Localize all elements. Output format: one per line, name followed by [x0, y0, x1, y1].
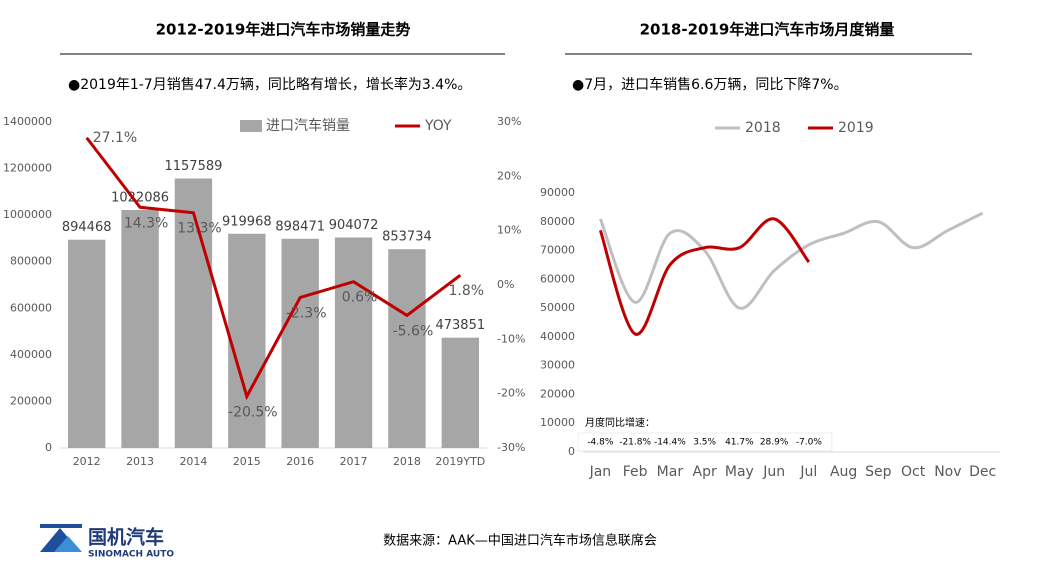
x-tick-label: Apr [693, 464, 717, 480]
bar [228, 233, 266, 448]
growth-box [577, 432, 833, 452]
x-tick-label: 2016 [286, 455, 314, 468]
point-label: 1.8% [449, 283, 485, 299]
y2-tick-label: 0% [497, 278, 514, 291]
bar [68, 239, 106, 448]
y-tick-label: 20000 [540, 387, 575, 400]
y-tick-label: 10000 [540, 416, 575, 429]
point-label: 14.3% [124, 215, 168, 231]
bar [281, 238, 319, 448]
y-tick-label: 1200000 [3, 162, 52, 175]
x-tick-label: 2012 [73, 455, 101, 468]
bar-label: 919968 [222, 214, 272, 229]
bar-label: 473851 [435, 318, 485, 333]
bar [334, 237, 373, 448]
chart-subtitle: ●7月，进口车销售6.6万辆，同比下降7%。 [572, 76, 848, 93]
bar [441, 337, 479, 448]
y2-tick-label: -20% [497, 387, 525, 400]
y-tick-label: 50000 [540, 301, 575, 314]
y2-tick-label: -30% [497, 441, 525, 454]
y-tick-label: 90000 [540, 186, 575, 199]
point-label: 27.1% [93, 130, 137, 146]
x-tick-label: 2015 [233, 455, 261, 468]
x-tick-label: Dec [969, 464, 996, 480]
x-tick-label: May [725, 464, 754, 480]
bar-label: 898471 [275, 219, 325, 234]
y-tick-label: 60000 [540, 272, 575, 285]
growth-value: -7.0% [796, 438, 823, 448]
legend-label: 2018 [745, 120, 781, 136]
growth-value: 3.5% [693, 438, 716, 448]
line [85, 136, 462, 401]
growth-value: -4.8% [587, 438, 614, 448]
legend-swatch [240, 120, 262, 132]
logo-text: 国机汽车 [88, 526, 164, 549]
bar [388, 249, 426, 448]
y-tick-label: 1400000 [3, 115, 52, 128]
logo-en: SINOMACH AUTO [88, 550, 174, 560]
y-tick-label: 800000 [10, 255, 52, 268]
point-label: 13.3% [177, 221, 221, 237]
growth-value: 28.9% [760, 438, 789, 448]
line [598, 217, 811, 336]
y2-tick-label: -10% [497, 332, 525, 345]
x-tick-label: 2019YTD [435, 455, 485, 468]
legend-label: 2019 [838, 120, 874, 136]
bar [121, 209, 159, 448]
x-tick-label: 2013 [126, 455, 154, 468]
growth-value: 41.7% [725, 438, 754, 448]
bar [174, 178, 213, 448]
x-tick-label: Aug [830, 464, 857, 480]
growth-value: -14.4% [654, 438, 686, 448]
x-tick-label: Feb [623, 464, 648, 480]
y-tick-label: 600000 [10, 301, 52, 314]
x-tick-label: Jun [762, 464, 785, 480]
x-tick-label: Nov [934, 464, 961, 480]
growth-title: 月度同比增速： [585, 416, 655, 429]
y-tick-label: 80000 [540, 215, 575, 228]
logo-icon [40, 524, 82, 552]
y-tick-label: 400000 [10, 348, 52, 361]
bar-label: 1022086 [111, 190, 169, 205]
x-tick-label: 2017 [340, 455, 368, 468]
y2-tick-label: 30% [497, 115, 521, 128]
point-label: -20.5% [228, 404, 278, 420]
x-tick-label: Jan [589, 464, 612, 480]
bar-label: 904072 [329, 218, 379, 233]
bar-label: 1157589 [164, 159, 222, 174]
y-tick-label: 30000 [540, 359, 575, 372]
x-tick-label: 2014 [179, 455, 207, 468]
x-tick-label: Jul [799, 464, 817, 480]
point-label: -5.6% [393, 323, 434, 339]
x-tick-label: Sep [865, 464, 892, 480]
point-label: -2.3% [286, 305, 327, 321]
x-tick-label: Mar [657, 464, 684, 480]
y-tick-label: 70000 [540, 244, 575, 257]
chart-title: 2012-2019年进口汽车市场销量走势 [156, 21, 411, 39]
legend-label: 进口汽车销量 [266, 117, 350, 134]
point-label: 0.6% [342, 290, 378, 306]
y-tick-label: 200000 [10, 394, 52, 407]
y-tick-label: 40000 [540, 330, 575, 343]
legend-label: YOY [424, 118, 452, 134]
y2-tick-label: 10% [497, 224, 521, 237]
y-tick-label: 0 [45, 441, 52, 454]
line [598, 211, 984, 310]
bar-label: 853734 [382, 230, 432, 245]
x-tick-label: Oct [901, 464, 926, 480]
x-tick-label: 2018 [393, 455, 421, 468]
y2-tick-label: 20% [497, 169, 521, 182]
bar-label: 894468 [62, 220, 112, 235]
chart-title: 2018-2019年进口汽车市场月度销量 [640, 21, 895, 39]
growth-value: -21.8% [619, 438, 651, 448]
y-tick-label: 0 [568, 445, 575, 458]
source: 数据来源：AAK—中国进口汽车市场信息联席会 [383, 533, 657, 549]
chart-subtitle: ●2019年1-7月销售47.4万辆，同比略有增长，增长率为3.4%。 [68, 76, 471, 93]
y-tick-label: 1000000 [3, 208, 52, 221]
